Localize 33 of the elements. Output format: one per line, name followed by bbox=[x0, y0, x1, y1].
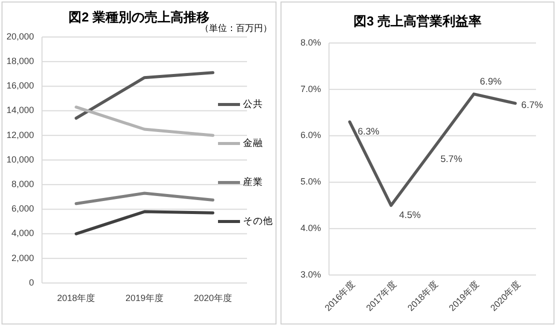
y-tick-label: 6,000 bbox=[11, 204, 34, 214]
y-tick-label: 7.0% bbox=[300, 84, 321, 94]
y-tick-label: 4,000 bbox=[11, 228, 34, 238]
y-tick-label: 8.0% bbox=[300, 37, 321, 48]
y-tick-label: 5.0% bbox=[300, 176, 321, 187]
chart-subtitle: （単位：百万円） bbox=[200, 23, 272, 33]
y-tick-label: 12,000 bbox=[6, 130, 34, 140]
y-tick-label: 16,000 bbox=[6, 80, 34, 91]
x-tick-label: 2020年度 bbox=[194, 293, 232, 303]
chart-title: 図2 業種別の売上高推移 bbox=[68, 9, 210, 24]
data-label: 6.7% bbox=[521, 100, 544, 111]
legend-label: 金融 bbox=[243, 137, 263, 150]
y-tick-label: 0 bbox=[28, 277, 34, 288]
y-tick-label: 4.0% bbox=[300, 222, 321, 233]
legend-label: 産業 bbox=[243, 176, 263, 188]
y-tick-label: 10,000 bbox=[6, 154, 34, 164]
data-label: 4.5% bbox=[399, 210, 422, 221]
y-tick-label: 20,000 bbox=[6, 31, 34, 42]
y-tick-label: 14,000 bbox=[6, 105, 34, 116]
y-tick-label: 3.0% bbox=[300, 269, 321, 280]
x-tick-label: 2019年度 bbox=[125, 293, 164, 303]
y-tick-label: 18,000 bbox=[6, 56, 34, 66]
data-label: 6.3% bbox=[358, 126, 380, 138]
chart-title: 図3 売上高営業利益率 bbox=[354, 13, 482, 28]
data-label: 5.7% bbox=[440, 154, 463, 166]
data-label: 6.9% bbox=[480, 76, 502, 88]
line-series bbox=[348, 92, 517, 207]
legend-label: 公共 bbox=[243, 98, 263, 110]
y-tick-label: 6.0% bbox=[300, 130, 321, 140]
x-tick-label: 2018年度 bbox=[57, 293, 96, 303]
y-tick-label: 2,000 bbox=[11, 252, 34, 263]
y-tick-label: 8,000 bbox=[11, 178, 34, 189]
legend-label: その他 bbox=[243, 215, 273, 228]
